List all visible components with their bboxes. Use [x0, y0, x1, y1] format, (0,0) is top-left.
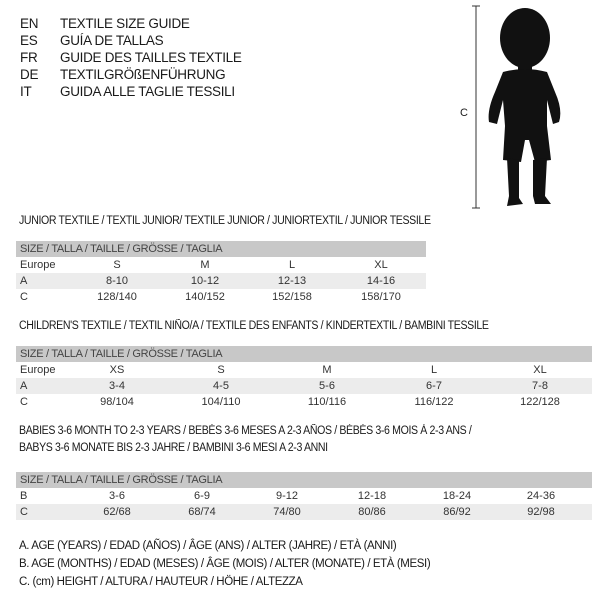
- size-header: SIZE / TALLA / TAILLE / GRÖSSE / TAGLIA: [16, 472, 592, 488]
- table-cell: 3-4: [109, 380, 125, 392]
- row-label: A: [20, 275, 28, 287]
- table-row: Europe XS S M L XL: [16, 362, 592, 378]
- babies-title-line1: BABIES 3-6 MONTH TO 2-3 YEARS / BEBÉS 3-…: [19, 425, 472, 437]
- row-label: C: [20, 506, 28, 518]
- legend-a: A. AGE (YEARS) / EDAD (AÑOS) / ÂGE (ANS)…: [19, 540, 397, 552]
- table-cell: L: [288, 259, 296, 271]
- table-cell: 7-8: [532, 380, 548, 392]
- table-cell: 98/104: [100, 396, 134, 408]
- table-cell: 12-13: [277, 275, 307, 287]
- table-row: C 98/104 104/110 110/116 116/122 122/128: [16, 394, 592, 410]
- row-label: C: [20, 396, 28, 408]
- table-cell: 116/122: [414, 396, 454, 408]
- row-label: A: [20, 380, 28, 392]
- row-label: C: [20, 291, 28, 303]
- measure-label: C: [460, 107, 468, 119]
- table-cell: L: [430, 364, 438, 376]
- babies-title-line2: BABYS 3-6 MONATE BIS 2-3 JAHRE / BAMBINI…: [19, 442, 328, 454]
- legend-b: B. AGE (MONTHS) / EDAD (MESES) / ÂGE (MO…: [19, 558, 431, 570]
- table-cell: 4-5: [213, 380, 229, 392]
- language-title: GUIDE DES TAILLES TEXTILE: [60, 50, 242, 65]
- row-label: Europe: [20, 259, 56, 271]
- language-title: GUÍA DE TALLAS: [60, 33, 164, 48]
- table-cell: M: [322, 364, 332, 376]
- table-cell: 24-36: [526, 490, 556, 502]
- size-header: SIZE / TALLA / TAILLE / GRÖSSE / TAGLIA: [16, 346, 592, 362]
- children-size-table: SIZE / TALLA / TAILLE / GRÖSSE / TAGLIA E…: [16, 346, 592, 410]
- table-row: A 3-4 4-5 5-6 6-7 7-8: [16, 378, 592, 394]
- language-code: ES: [20, 33, 38, 48]
- table-cell: 8-10: [105, 275, 129, 287]
- language-code: EN: [20, 16, 39, 31]
- table-cell: 12-18: [357, 490, 387, 502]
- row-label: Europe: [20, 364, 56, 376]
- table-cell: S: [217, 364, 225, 376]
- table-cell: 14-16: [366, 275, 396, 287]
- table-cell: 5-6: [319, 380, 335, 392]
- row-label: B: [20, 490, 28, 502]
- junior-title: JUNIOR TEXTILE / TEXTIL JUNIOR/ TEXTILE …: [19, 215, 431, 227]
- babies-size-table: SIZE / TALLA / TAILLE / GRÖSSE / TAGLIA B…: [16, 472, 592, 520]
- language-title: GUIDA ALLE TAGLIE TESSILI: [60, 84, 235, 99]
- table-cell: 152/158: [272, 291, 312, 303]
- language-code: FR: [20, 50, 38, 65]
- table-row: C 62/68 68/74 74/80 80/86 86/92 92/98: [16, 504, 592, 520]
- table-cell: 158/170: [361, 291, 401, 303]
- table-cell: M: [200, 259, 210, 271]
- table-cell: 10-12: [190, 275, 220, 287]
- junior-size-table: SIZE / TALLA / TAILLE / GRÖSSE / TAGLIA E…: [16, 241, 426, 305]
- table-cell: 18-24: [442, 490, 472, 502]
- child-silhouette-icon: [488, 8, 561, 206]
- table-cell: 128/140: [97, 291, 137, 303]
- language-title: TEXTILGRÖßENFÜHRUNG: [60, 67, 226, 82]
- language-code: DE: [20, 67, 39, 82]
- legend-c: C. (cm) HEIGHT / ALTURA / HAUTEUR / HÖHE…: [19, 576, 303, 588]
- table-cell: 80/86: [358, 506, 386, 518]
- table-cell: 68/74: [188, 506, 216, 518]
- table-cell: 3-6: [109, 490, 125, 502]
- table-row: C 128/140 140/152 152/158 158/170: [16, 289, 426, 305]
- table-row: A 8-10 10-12 12-13 14-16: [16, 273, 426, 289]
- table-cell: 140/152: [185, 291, 225, 303]
- table-row: Europe S M L XL: [16, 257, 426, 273]
- table-cell: 92/98: [527, 506, 555, 518]
- table-cell: XS: [109, 364, 125, 376]
- table-cell: 6-7: [426, 380, 442, 392]
- table-cell: 104/110: [201, 396, 241, 408]
- table-row: B 3-6 6-9 9-12 12-18 18-24 24-36: [16, 488, 592, 504]
- table-cell: 122/128: [520, 396, 560, 408]
- table-cell: 6-9: [194, 490, 210, 502]
- table-cell: 110/116: [307, 396, 347, 408]
- table-cell: S: [113, 259, 121, 271]
- language-code: IT: [20, 84, 32, 99]
- table-cell: XL: [533, 364, 547, 376]
- table-cell: 86/92: [443, 506, 471, 518]
- size-header: SIZE / TALLA / TAILLE / GRÖSSE / TAGLIA: [16, 241, 426, 257]
- child-silhouette-figure: [472, 5, 561, 209]
- table-cell: 62/68: [103, 506, 131, 518]
- table-cell: XL: [374, 259, 388, 271]
- children-title: CHILDREN'S TEXTILE / TEXTIL NIÑO/A / TEX…: [19, 320, 489, 332]
- table-cell: 9-12: [275, 490, 299, 502]
- table-cell: 74/80: [273, 506, 301, 518]
- language-title: TEXTILE SIZE GUIDE: [60, 16, 190, 31]
